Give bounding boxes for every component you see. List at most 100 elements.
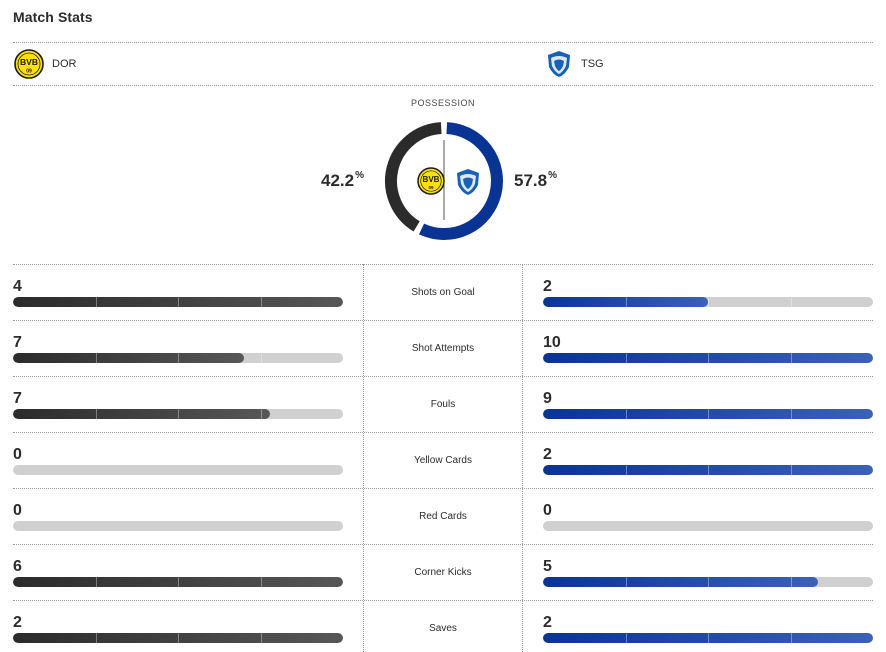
bar-segment-tick bbox=[261, 297, 262, 307]
bar-segment-tick bbox=[626, 297, 627, 307]
home-stat-value: 0 bbox=[13, 446, 22, 463]
stat-label: Fouls bbox=[430, 398, 456, 410]
hoffenheim-crest-icon bbox=[548, 51, 570, 77]
home-stat-bar bbox=[13, 297, 343, 307]
bar-segment-tick bbox=[791, 633, 792, 643]
away-stat-bar bbox=[543, 297, 873, 307]
hoffenheim-crest-icon bbox=[457, 169, 479, 195]
bar-segment-tick bbox=[626, 633, 627, 643]
home-stat-bar-fill bbox=[13, 409, 270, 419]
away-stat-value: 5 bbox=[543, 558, 552, 575]
away-possession-arc bbox=[418, 122, 503, 240]
possession-donut-chart: BVB 09 bbox=[385, 122, 503, 240]
away-stat-bar bbox=[543, 577, 873, 587]
home-stat-bar-fill bbox=[13, 353, 244, 363]
divider bbox=[13, 488, 873, 489]
bar-segment-tick bbox=[626, 465, 627, 475]
stat-row: 7 Fouls 9 bbox=[0, 376, 886, 432]
home-stat-bar bbox=[13, 353, 343, 363]
home-team-abbr: DOR bbox=[52, 58, 77, 70]
stat-row: 4 Shots on Goal 2 bbox=[0, 264, 886, 320]
bar-segment-tick bbox=[261, 577, 262, 587]
bar-segment-tick bbox=[626, 409, 627, 419]
home-stat-value: 7 bbox=[13, 390, 22, 407]
divider bbox=[13, 432, 873, 433]
bar-segment-tick bbox=[791, 577, 792, 587]
away-stat-bar-fill bbox=[543, 297, 708, 307]
away-stat-bar bbox=[543, 353, 873, 363]
home-stat-bar bbox=[13, 409, 343, 419]
away-stat-value: 2 bbox=[543, 446, 552, 463]
away-team-header[interactable]: TSG bbox=[545, 50, 604, 78]
bar-segment-tick bbox=[96, 577, 97, 587]
away-stat-value: 2 bbox=[543, 278, 552, 295]
stat-row: 7 Shot Attempts 10 bbox=[0, 320, 886, 376]
stat-row: 0 Red Cards 0 bbox=[0, 488, 886, 544]
home-stat-value: 7 bbox=[13, 334, 22, 351]
svg-text:09: 09 bbox=[26, 69, 32, 75]
stat-label: Yellow Cards bbox=[414, 454, 472, 466]
stat-row: 0 Yellow Cards 2 bbox=[0, 432, 886, 488]
bar-segment-tick bbox=[96, 353, 97, 363]
home-possession-value: 42.2% bbox=[321, 170, 364, 190]
divider bbox=[13, 42, 873, 43]
home-stat-value: 0 bbox=[13, 502, 22, 519]
away-stat-bar-fill bbox=[543, 465, 873, 475]
stat-label: Shot Attempts bbox=[411, 342, 475, 354]
stat-label: Corner Kicks bbox=[414, 566, 472, 578]
stat-label: Shots on Goal bbox=[411, 286, 475, 298]
away-stat-value: 10 bbox=[543, 334, 561, 351]
home-stat-value: 2 bbox=[13, 614, 22, 631]
bar-segment-tick bbox=[626, 577, 627, 587]
bar-segment-tick bbox=[708, 633, 709, 643]
away-stat-value: 0 bbox=[543, 502, 552, 519]
bvb-crest-icon: BVB 09 bbox=[14, 49, 44, 79]
home-stat-value: 4 bbox=[13, 278, 22, 295]
home-team-header[interactable]: BVB 09 DOR bbox=[14, 49, 77, 79]
away-stat-bar bbox=[543, 465, 873, 475]
away-possession-value: 57.8% bbox=[514, 170, 557, 190]
home-stat-bar bbox=[13, 465, 343, 475]
away-stat-bar-fill bbox=[543, 577, 818, 587]
away-stat-bar-fill bbox=[543, 353, 873, 363]
bar-segment-tick bbox=[791, 465, 792, 475]
stat-label: Red Cards bbox=[419, 510, 467, 522]
bar-segment-tick bbox=[708, 297, 709, 307]
bar-segment-tick bbox=[96, 633, 97, 643]
bar-segment-tick bbox=[791, 409, 792, 419]
bar-segment-tick bbox=[178, 409, 179, 419]
stat-row: 2 Saves 2 bbox=[0, 600, 886, 652]
bar-segment-tick bbox=[96, 297, 97, 307]
home-stat-bar-fill bbox=[13, 297, 343, 307]
svg-text:BVB: BVB bbox=[423, 175, 440, 184]
bar-segment-tick bbox=[708, 353, 709, 363]
bar-segment-tick bbox=[708, 465, 709, 475]
bar-segment-tick bbox=[178, 353, 179, 363]
svg-text:BVB: BVB bbox=[20, 57, 38, 67]
home-stat-bar bbox=[13, 633, 343, 643]
bar-segment-tick bbox=[261, 353, 262, 363]
home-stat-value: 6 bbox=[13, 558, 22, 575]
bvb-crest-icon: BVB 09 bbox=[417, 167, 445, 195]
home-stat-bar bbox=[13, 521, 343, 531]
divider bbox=[13, 264, 873, 265]
divider bbox=[13, 376, 873, 377]
away-stat-bar-fill bbox=[543, 633, 873, 643]
page-title: Match Stats bbox=[13, 9, 93, 25]
home-stat-bar-fill bbox=[13, 577, 343, 587]
home-stat-bar bbox=[13, 577, 343, 587]
home-stat-bar-fill bbox=[13, 633, 343, 643]
bar-segment-tick bbox=[178, 633, 179, 643]
bar-segment-tick bbox=[708, 577, 709, 587]
away-stat-bar bbox=[543, 409, 873, 419]
bar-segment-tick bbox=[178, 297, 179, 307]
bar-segment-tick bbox=[96, 409, 97, 419]
away-stat-value: 2 bbox=[543, 614, 552, 631]
divider bbox=[13, 320, 873, 321]
bar-segment-tick bbox=[261, 633, 262, 643]
bar-segment-tick bbox=[178, 577, 179, 587]
stat-row: 6 Corner Kicks 5 bbox=[0, 544, 886, 600]
divider bbox=[13, 85, 873, 86]
away-stat-bar bbox=[543, 521, 873, 531]
divider bbox=[13, 600, 873, 601]
